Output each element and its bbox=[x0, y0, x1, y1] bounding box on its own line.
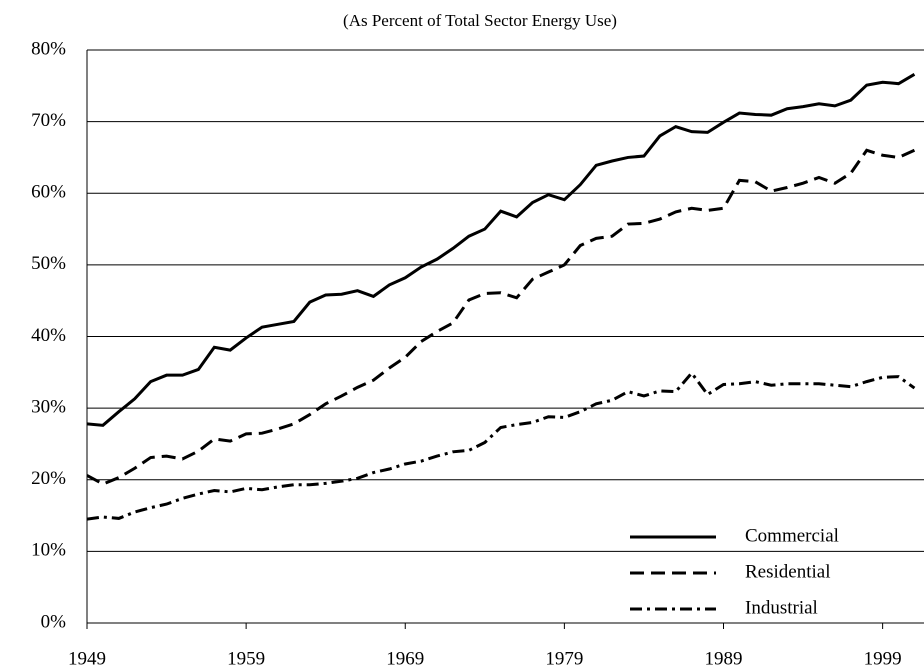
x-tick-label: 1949 bbox=[68, 648, 106, 669]
y-tick-label: 60% bbox=[31, 182, 66, 203]
y-tick-label: 20% bbox=[31, 468, 66, 489]
y-tick-label: 50% bbox=[31, 253, 66, 274]
chart-subtitle: (As Percent of Total Sector Energy Use) bbox=[343, 11, 617, 30]
legend-label: Residential bbox=[745, 561, 830, 582]
y-tick-label: 30% bbox=[31, 396, 66, 417]
y-tick-label: 0% bbox=[41, 611, 67, 632]
series-line bbox=[87, 370, 916, 521]
y-tick-label: 80% bbox=[31, 38, 66, 59]
series-line bbox=[87, 148, 916, 486]
legend-label: Commercial bbox=[745, 525, 839, 546]
x-tick-label: 1989 bbox=[705, 648, 743, 669]
legend-label: Industrial bbox=[745, 597, 818, 618]
x-tick-label: 1979 bbox=[545, 648, 583, 669]
y-tick-label: 70% bbox=[31, 110, 66, 131]
x-tick-label: 1999 bbox=[864, 648, 902, 669]
x-tick-label: 1959 bbox=[227, 648, 265, 669]
x-tick-label: 1969 bbox=[386, 648, 424, 669]
plot-area bbox=[87, 73, 916, 521]
y-tick-label: 10% bbox=[31, 540, 66, 561]
y-tick-label: 40% bbox=[31, 325, 66, 346]
series-line bbox=[87, 73, 916, 427]
